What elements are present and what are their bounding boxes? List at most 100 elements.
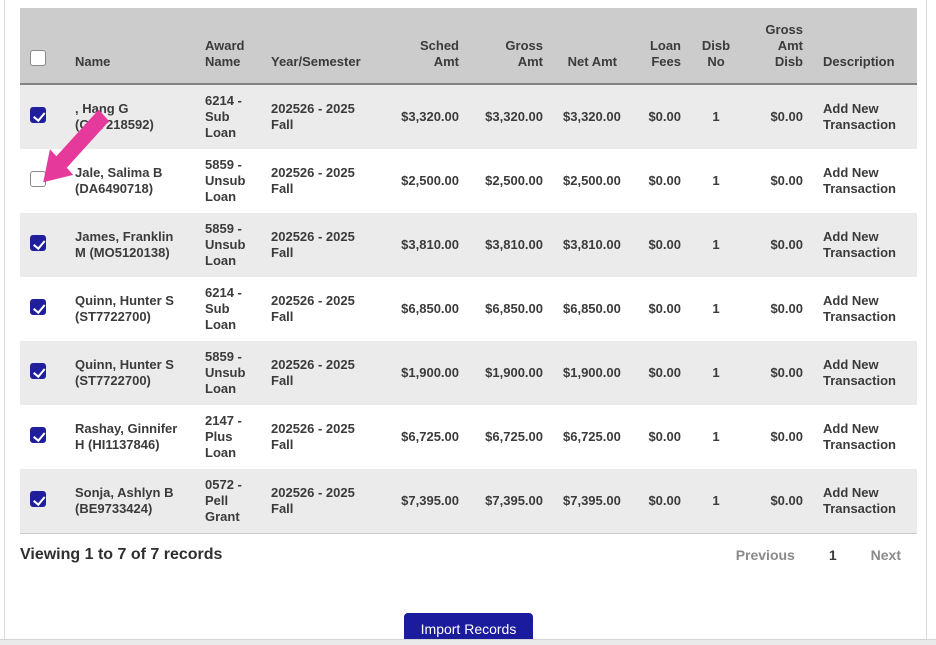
table-footer: Viewing 1 to 7 of 7 records Previous 1 N… xyxy=(20,546,917,564)
add-new-transaction-action[interactable]: Add New Transaction xyxy=(823,101,896,132)
checkbox-box-icon xyxy=(30,171,46,187)
cell-name: Quinn, Hunter S (ST7722700) xyxy=(75,357,174,388)
column-header-sched: Sched Amt xyxy=(377,8,469,85)
row-checkbox[interactable] xyxy=(30,491,46,507)
cell-description: Add New Transaction xyxy=(813,469,917,534)
pagination-next[interactable]: Next xyxy=(870,547,901,563)
cell-net: $2,500.00 xyxy=(563,173,621,188)
cell-disb_no: 1 xyxy=(712,109,720,124)
cell-disb_no: 1 xyxy=(712,429,720,444)
cell-gross_disb: $0.00 xyxy=(770,237,803,252)
table-row: Quinn, Hunter S (ST7722700) 5859 - Unsub … xyxy=(20,341,917,405)
cell-disb_no: 1 xyxy=(712,301,720,316)
row-checkbox[interactable] xyxy=(30,427,46,443)
add-new-transaction-action[interactable]: Add New Transaction xyxy=(823,229,896,260)
column-header-fees: Loan Fees xyxy=(627,8,691,85)
cell-award: 5859 - Unsub Loan xyxy=(205,157,246,204)
checkbox-box-icon xyxy=(30,299,46,315)
row-checkbox[interactable] xyxy=(30,171,46,187)
row-checkbox[interactable] xyxy=(30,235,46,251)
pagination-previous[interactable]: Previous xyxy=(735,547,795,563)
cell-gross_disb: $0.00 xyxy=(770,109,803,124)
cell-gross_disb: $0.00 xyxy=(770,301,803,316)
viewing-records-text: Viewing 1 to 7 of 7 records xyxy=(20,546,223,563)
row-checkbox[interactable] xyxy=(30,299,46,315)
cell-sched: $6,725.00 xyxy=(401,429,459,444)
cell-disb_no: 1 xyxy=(691,469,741,534)
cell-gross: $6,850.00 xyxy=(485,301,543,316)
cell-disb_no: 1 xyxy=(712,237,720,252)
checkbox-box-icon xyxy=(30,235,46,251)
cell-select xyxy=(20,469,65,534)
table-row: Rashay, Ginnifer H (HI1137846) 2147 - Plu… xyxy=(20,405,917,469)
cell-select xyxy=(20,405,65,469)
cell-name: James, Franklin M (MO5120138) xyxy=(75,229,174,260)
cell-net: $6,850.00 xyxy=(563,301,621,316)
table-row: Jale, Salima B (DA6490718) 5859 - Unsub L… xyxy=(20,149,917,213)
cell-net: $7,395.00 xyxy=(553,469,627,534)
cell-fees: $0.00 xyxy=(648,429,681,444)
cell-sched: $1,900.00 xyxy=(401,365,459,380)
cell-net: $3,810.00 xyxy=(563,237,621,252)
cell-select xyxy=(20,341,65,405)
column-header-gross: Gross Amt xyxy=(469,8,553,85)
column-header-description: Description xyxy=(813,8,917,85)
add-new-transaction-action[interactable]: Add New Transaction xyxy=(823,485,896,516)
cell-year: 202526 - 2025 Fall xyxy=(271,229,355,260)
select-all-checkbox[interactable] xyxy=(30,50,46,66)
cell-gross_disb: $0.00 xyxy=(770,365,803,380)
cell-sched: $2,500.00 xyxy=(401,173,459,188)
table-row: , Hang G (GA7218592) 6214 - Sub Loan 20252… xyxy=(20,84,917,149)
cell-description: Add New Transaction xyxy=(813,277,917,341)
cell-gross: $6,725.00 xyxy=(485,429,543,444)
cell-year: 202526 - 2025 Fall xyxy=(271,165,355,196)
cell-award: 5859 - Unsub Loan xyxy=(205,221,246,268)
page-right-border xyxy=(926,0,927,645)
cell-fees: $0.00 xyxy=(648,109,681,124)
page-left-border xyxy=(4,0,5,645)
column-header-year: Year/Semester xyxy=(261,8,377,85)
cell-award: 6214 - Sub Loan xyxy=(205,285,242,332)
checkbox-box-icon xyxy=(30,107,46,123)
cell-name: Jale, Salima B (DA6490718) xyxy=(75,165,163,196)
cell-award: 0572 - Pell Grant xyxy=(195,469,261,534)
cell-sched: $7,395.00 xyxy=(377,469,469,534)
cell-year: 202526 - 2025 Fall xyxy=(261,469,377,534)
cell-gross: $7,395.00 xyxy=(469,469,553,534)
checkbox-box-icon xyxy=(30,363,46,379)
cell-award: 5859 - Unsub Loan xyxy=(205,349,246,396)
column-header-net: Net Amt xyxy=(553,8,627,85)
column-header-disb_no: Disb No xyxy=(691,8,741,85)
table-row: Quinn, Hunter S (ST7722700) 6214 - Sub Lo… xyxy=(20,277,917,341)
add-new-transaction-action[interactable]: Add New Transaction xyxy=(823,421,896,452)
cell-gross: $3,810.00 xyxy=(485,237,543,252)
cell-name: , Hang G (GA7218592) xyxy=(75,101,154,132)
cell-net: $6,725.00 xyxy=(563,429,621,444)
cell-select xyxy=(20,149,65,213)
row-checkbox[interactable] xyxy=(30,363,46,379)
row-checkbox[interactable] xyxy=(30,107,46,123)
cell-year: 202526 - 2025 Fall xyxy=(271,357,355,388)
cell-gross: $2,500.00 xyxy=(485,173,543,188)
add-new-transaction-action[interactable]: Add New Transaction xyxy=(823,293,896,324)
column-header-award: Award Name xyxy=(195,8,261,85)
add-new-transaction-action[interactable]: Add New Transaction xyxy=(823,357,896,388)
cell-fees: $0.00 xyxy=(627,469,691,534)
column-header-gross_disb: Gross Amt Disb xyxy=(741,8,813,85)
cell-select xyxy=(20,84,65,149)
cell-award: 6214 - Sub Loan xyxy=(205,93,242,140)
cell-fees: $0.00 xyxy=(648,301,681,316)
cell-sched: $3,810.00 xyxy=(401,237,459,252)
checkbox-box-icon xyxy=(30,50,46,66)
pagination-page-1[interactable]: 1 xyxy=(828,547,837,563)
cell-description: Add New Transaction xyxy=(813,405,917,469)
cell-select xyxy=(20,277,65,341)
cell-year: 202526 - 2025 Fall xyxy=(271,293,355,324)
cell-description: Add New Transaction xyxy=(813,149,917,213)
select-all-header-cell xyxy=(20,8,65,85)
cell-name: Sonja, Ashlyn B (BE9733424) xyxy=(65,469,195,534)
add-new-transaction-action[interactable]: Add New Transaction xyxy=(823,165,896,196)
cell-year: 202526 - 2025 Fall xyxy=(271,421,355,452)
pagination: Previous 1 Next xyxy=(736,547,901,563)
